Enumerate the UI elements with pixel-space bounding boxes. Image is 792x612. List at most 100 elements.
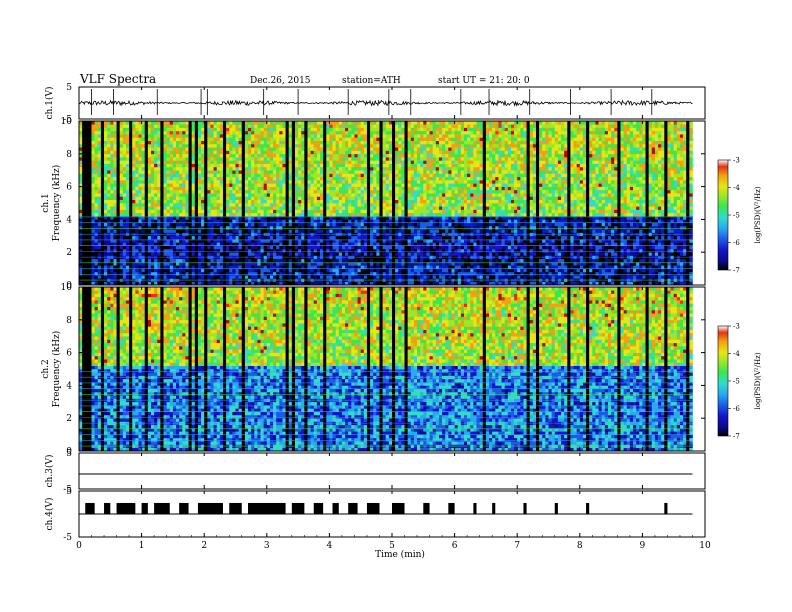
spec1-cell: [176, 121, 180, 125]
spec1-cell: [385, 248, 390, 253]
spec1-cell: [197, 225, 202, 230]
spec1-cell: [85, 245, 89, 250]
spec1-cell: [251, 199, 255, 204]
spec1-cell: [150, 137, 155, 141]
spec1-cell: [251, 216, 255, 220]
spec1-cell: [363, 206, 368, 210]
spec1-cell: [197, 229, 202, 233]
spec1-cell: [104, 235, 108, 240]
spec1-cell: [313, 137, 318, 141]
spec1-cell: [172, 189, 177, 194]
spec1-cell: [125, 153, 130, 158]
spec1-cell: [260, 262, 264, 266]
spec1-cell: [238, 157, 243, 161]
spec1-cell: [154, 196, 158, 201]
spec1-cell: [207, 189, 211, 194]
spec1-cell: [204, 183, 208, 187]
spec1-cell: [82, 206, 86, 210]
spec1-cell: [135, 166, 139, 171]
spec1-cell: [179, 140, 183, 145]
spec1-cell: [94, 262, 99, 266]
spec1-cell: [263, 222, 268, 227]
spec1-cell: [113, 209, 117, 214]
spec1-cell: [213, 124, 218, 128]
spec1-cell: [263, 248, 268, 253]
spec1-cell: [269, 265, 274, 269]
spec1-cell: [166, 271, 171, 276]
spec1-cell: [157, 206, 161, 210]
spec1-cell: [320, 124, 324, 128]
spec1-cell: [279, 245, 283, 250]
spec1-cell: [129, 222, 133, 227]
spec1-cell: [269, 229, 274, 233]
spec1-cell: [150, 170, 155, 174]
spec1-cell: [150, 199, 155, 204]
spec1-cell: [357, 150, 361, 155]
spec1-cell: [235, 199, 239, 204]
spec1-cell: [113, 186, 117, 191]
spec1-cell: [373, 173, 377, 178]
spec1-cell: [79, 225, 83, 230]
spec1-cell: [276, 183, 280, 187]
spec1-cell: [113, 166, 117, 171]
spec1-cell: [116, 248, 120, 253]
spec1-cell: [119, 130, 124, 135]
spec1-cell: [210, 143, 214, 148]
spec1-cell: [82, 239, 86, 243]
spec1-cell: [141, 222, 146, 227]
spec1-cell: [307, 209, 311, 214]
spec1-cell: [216, 140, 221, 145]
spec1-cell: [104, 196, 108, 201]
spec1-cell: [338, 170, 343, 174]
spec1-cell: [266, 252, 271, 256]
spec1-cell: [357, 166, 361, 171]
spec1-cell: [216, 212, 221, 217]
spec1-cell: [279, 196, 283, 201]
spec1-cell: [370, 225, 374, 230]
spec1-cell: [320, 130, 324, 135]
spec1-cell: [244, 160, 249, 164]
spec1-cell: [113, 134, 117, 138]
spec1-cell: [94, 212, 99, 217]
spec1-cell: [197, 186, 202, 191]
spec1-cell: [188, 147, 192, 151]
spec1-cell: [382, 212, 387, 217]
spec1-cell: [341, 166, 346, 171]
spec1-cell: [79, 137, 83, 141]
spec1-cell: [363, 147, 368, 151]
spec1-cell: [385, 170, 390, 174]
spec1-cell: [320, 160, 324, 164]
spec1-cell: [157, 262, 161, 266]
spec1-cell: [348, 222, 352, 227]
spec1-cell: [260, 163, 264, 168]
spec1-cell: [310, 222, 315, 227]
spec1-cell: [360, 137, 365, 141]
spec1-cell: [332, 189, 336, 194]
spec1-cell: [107, 209, 111, 214]
spec1-cell: [157, 245, 161, 250]
spec1-cell: [329, 196, 333, 201]
spec1-cell: [338, 235, 343, 240]
spec1-cell: [316, 166, 321, 171]
spec1-cell: [154, 153, 158, 158]
spec1-cell: [244, 222, 249, 227]
spec1-cell: [226, 140, 230, 145]
spec1-cell: [376, 242, 380, 246]
spec1-cell: [291, 127, 296, 132]
spec1-cell: [273, 258, 277, 263]
spec1-cell: [376, 212, 380, 217]
spec1-cell: [113, 262, 117, 266]
spec1-cell: [354, 170, 358, 174]
spec1-cell: [357, 281, 361, 286]
spec1-cell: [341, 170, 346, 174]
spec1-cell: [150, 242, 155, 246]
spec1-cell: [122, 252, 127, 256]
spec1-cell: [251, 121, 255, 125]
spec1-cell: [257, 121, 261, 125]
spec1-cell: [269, 193, 274, 197]
spec1-cell: [226, 242, 230, 246]
spec1-cell: [129, 199, 133, 204]
spec1-cell: [204, 150, 208, 155]
spec1-cell: [363, 235, 368, 240]
spec1-cell: [104, 242, 108, 246]
